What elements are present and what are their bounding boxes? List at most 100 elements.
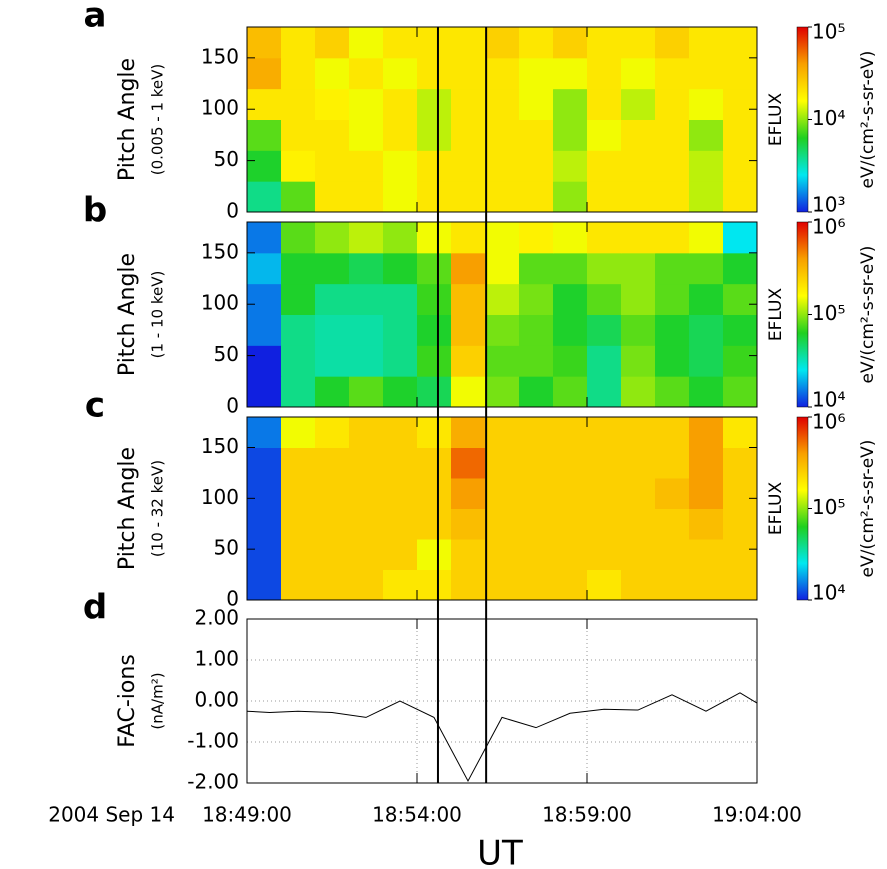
heatmap-cell [485,88,520,120]
heatmap-cell [553,222,588,254]
heatmap-cell [553,314,588,346]
heatmap-cell [723,252,758,285]
heatmap-cell [349,150,384,182]
heatmap-cell [587,283,622,315]
heatmap-cell [247,539,282,570]
heatmap-cell [587,119,622,151]
heatmap-cell [621,27,656,59]
heatmap-cell [451,283,486,315]
colorbar-tick-label: 10⁴ [812,106,845,130]
heatmap-cell [383,27,418,59]
heatmap-cell [723,283,758,315]
heatmap-cell [349,569,384,601]
heatmap-cell [723,119,758,151]
heatmap-cell [587,314,622,346]
heatmap-cell [451,119,486,151]
heatmap-cell [519,57,554,90]
y-axis-sublabel: (0.005 - 1 keV) [149,64,167,176]
heatmap-cell [553,345,588,377]
heatmap-cell [485,27,520,59]
heatmap-cell [723,314,758,346]
heatmap-cell [349,181,384,213]
heatmap-cell [349,447,384,479]
colorbar-tick-label: 10⁵ [812,20,845,44]
heatmap-cell [349,88,384,120]
heatmap-cell [349,222,384,254]
heatmap-cell [723,57,758,90]
heatmap-cell [417,150,452,182]
heatmap-cell [485,57,520,90]
y-tick-label: 0 [226,394,239,418]
heatmap-cell [485,314,520,346]
heatmap-cell [451,252,486,285]
heatmap-cell [587,345,622,377]
heatmap-cell [655,376,690,408]
heatmap-cell [519,314,554,346]
heatmap-cell [723,539,758,570]
heatmap-cell [281,314,316,346]
y-axis-sublabel: (1 - 10 keV) [149,271,167,359]
heatmap-cell [621,181,656,213]
heatmap-cell [315,150,350,182]
colorbar [796,416,809,601]
heatmap-cell [553,478,588,509]
heatmap-cell [247,345,282,377]
heatmap-cell [587,417,622,448]
heatmap-cell [451,27,486,59]
plot-frame [246,618,758,784]
heatmap-cell [621,478,656,509]
y-tick-label: 0.00 [194,688,239,712]
heatmap-cell [689,417,724,448]
heatmap-cell [689,181,724,213]
heatmap-cell [247,88,282,120]
heatmap-cell [383,569,418,601]
heatmap-cell [485,222,520,254]
heatmap-cell [655,150,690,182]
heatmap-cell [417,222,452,254]
heatmap-cell [621,252,656,285]
heatmap-cell [689,88,724,120]
heatmap-cell [553,447,588,479]
heatmap-cell [383,447,418,479]
y-axis-sublabel: (nA/m²) [149,672,167,729]
heatmap-cell [689,119,724,151]
panel-letter: a [84,0,107,36]
heatmap-cell [553,119,588,151]
heatmap-cell [485,447,520,479]
heatmap-cell [553,283,588,315]
colorbar-tick-label: 10⁶ [812,215,845,239]
heatmap-cell [553,539,588,570]
heatmap-cell [655,447,690,479]
heatmap-cell [383,539,418,570]
heatmap-cell [247,283,282,315]
heatmap-cell [451,447,486,479]
heatmap-cell [315,27,350,59]
heatmap-cell [417,252,452,285]
heatmap-cell [451,150,486,182]
heatmap-cell [655,222,690,254]
heatmap-cell [281,569,316,601]
heatmap-cell [723,569,758,601]
heatmap-cell [553,88,588,120]
heatmap-cell [655,569,690,601]
heatmap-cell [315,314,350,346]
x-tick-label: 18:54:00 [372,803,462,827]
x-tick-label: 18:49:00 [202,803,292,827]
heatmap-cell [383,345,418,377]
heatmap-cell [621,345,656,377]
colorbar-label: EFLUX [766,288,786,342]
heatmap-cell [247,57,282,90]
heatmap-cell [349,252,384,285]
heatmap-cell [315,283,350,315]
plot-frame [246,221,758,408]
heatmap-cell [723,417,758,448]
heatmap-cell [587,508,622,540]
heatmap-cell [723,181,758,213]
date-label: 2004 Sep 14 [48,803,175,827]
heatmap-cell [587,222,622,254]
heatmap-cell [281,119,316,151]
heatmap-cell [621,447,656,479]
heatmap-cell [485,345,520,377]
heatmap-cell [417,376,452,408]
heatmap-cell [451,508,486,540]
